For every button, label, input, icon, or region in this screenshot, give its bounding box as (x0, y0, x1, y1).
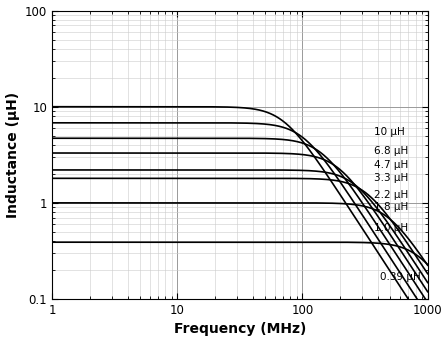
Text: 0.39 μH: 0.39 μH (380, 272, 421, 282)
Text: 4.7 μH: 4.7 μH (374, 160, 408, 170)
Text: 1.0 μH: 1.0 μH (374, 223, 408, 233)
Y-axis label: Inductance (μH): Inductance (μH) (5, 92, 20, 218)
Text: 3.3 μH: 3.3 μH (374, 173, 408, 183)
X-axis label: Frequency (MHz): Frequency (MHz) (174, 323, 306, 337)
Text: 6.8 μH: 6.8 μH (374, 146, 408, 156)
Text: 1.8 μH: 1.8 μH (374, 202, 408, 212)
Text: 10 μH: 10 μH (374, 127, 405, 137)
Text: 2.2 μH: 2.2 μH (374, 190, 408, 200)
